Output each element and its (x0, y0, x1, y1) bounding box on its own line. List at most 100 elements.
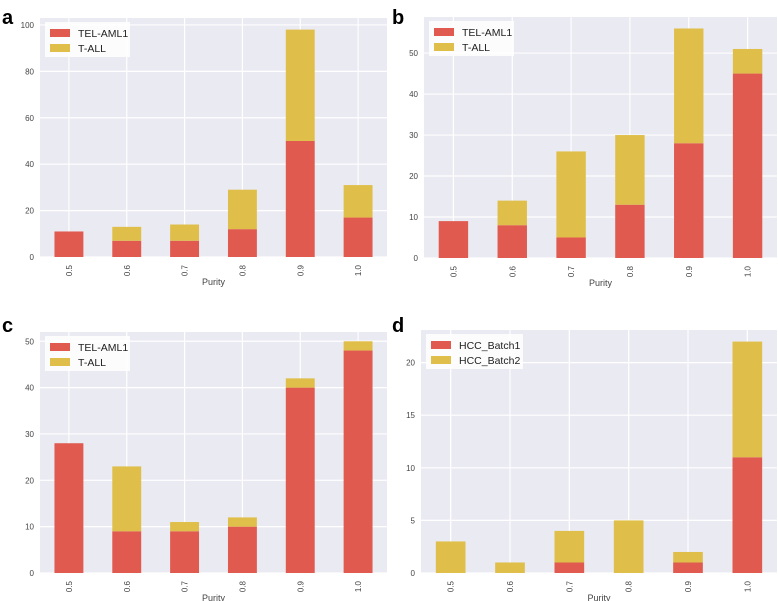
bar-TEL-AML1-1.0 (732, 73, 763, 259)
bar-TEL-AML1-0.7 (170, 531, 200, 573)
y-tick-label: 20 (25, 207, 34, 216)
x-tick-label: 0.5 (65, 580, 74, 592)
bar-TEL-AML1-0.5 (54, 443, 84, 573)
x-tick-label: 0.7 (565, 580, 574, 592)
bar-TEL-AML1-0.7 (170, 240, 200, 257)
y-tick-label: 80 (25, 67, 34, 76)
bar-T-ALL-0.7 (556, 151, 586, 238)
bar-T-ALL-0.9 (285, 29, 315, 141)
y-tick-label: 10 (25, 523, 34, 532)
y-tick-label: 40 (409, 90, 418, 99)
y-tick-label: 10 (406, 464, 415, 473)
panel-a: 0 20 40 60 80 100 0.5 0.6 0.7 0.8 0.9 1.0 Purity a TEL… (2, 7, 387, 287)
x-tick-label: 1.0 (354, 264, 363, 276)
bar-T-ALL-1.0 (732, 48, 763, 74)
y-tick-label: 20 (406, 359, 415, 368)
y-tick-label: 0 (411, 569, 416, 578)
x-axis-label: Purity (202, 593, 226, 601)
x-tick-label: 1.0 (744, 265, 753, 277)
x-tick-label: 0.8 (238, 580, 247, 592)
bar-TEL-AML1-0.5 (438, 221, 469, 258)
y-tick-label: 60 (25, 114, 34, 123)
bar-T-ALL-0.6 (112, 226, 142, 241)
y-tick-label: 50 (409, 49, 418, 58)
bar-TEL-AML1-0.9 (285, 387, 315, 573)
legend-label: TEL-AML1 (462, 27, 512, 39)
y-tick-label: 15 (406, 411, 415, 420)
x-tick-label: 0.6 (508, 265, 517, 277)
legend-swatch (50, 29, 70, 37)
panel-letter: d (392, 315, 404, 337)
bar-TEL-AML1-0.5 (54, 231, 84, 257)
legend-label: T-ALL (462, 42, 490, 54)
bar-TEL-AML1-0.7 (556, 237, 586, 258)
panel-d: 0 5 10 15 20 0.5 0.6 0.7 0.8 0.9 1.0 Purity d HCC_Bat… (392, 315, 777, 601)
x-tick-label: 1.0 (354, 580, 363, 592)
y-tick-label: 0 (30, 253, 35, 262)
bar-HCC_Batch2-0.9 (673, 551, 703, 563)
y-tick-label: 0 (414, 254, 419, 263)
y-tick-label: 100 (21, 21, 35, 30)
plot-area (424, 17, 777, 258)
legend-label: HCC_Batch1 (459, 340, 520, 352)
bar-HCC_Batch1-0.9 (673, 562, 703, 573)
legend-swatch (50, 44, 70, 52)
panel-b: 0 10 20 30 40 50 0.5 0.6 0.7 0.8 0.9 1.0 Purity b TEL-… (392, 7, 777, 288)
x-tick-label: 1.0 (743, 580, 752, 592)
x-tick-label: 0.7 (181, 580, 190, 592)
y-tick-label: 0 (30, 569, 35, 578)
plot-area (421, 330, 777, 573)
panel-letter: c (2, 315, 13, 337)
bar-TEL-AML1-1.0 (343, 217, 373, 257)
x-tick-label: 0.8 (625, 580, 634, 592)
x-tick-label: 0.6 (506, 580, 515, 592)
legend: TEL-AML1 T-ALL (429, 21, 514, 56)
legend-swatch (431, 356, 451, 364)
y-tick-label: 20 (409, 172, 418, 181)
legend: TEL-AML1 T-ALL (45, 22, 130, 57)
x-tick-label: 0.9 (296, 580, 305, 592)
x-axis-label: Purity (587, 593, 611, 601)
bar-T-ALL-0.6 (497, 200, 527, 226)
x-tick-label: 0.6 (123, 580, 132, 592)
legend-swatch (50, 358, 70, 366)
legend-label: HCC_Batch2 (459, 355, 520, 367)
x-axis-label: Purity (202, 277, 226, 287)
y-tick-label: 50 (25, 337, 34, 346)
y-tick-label: 30 (25, 430, 34, 439)
bar-HCC_Batch2-0.7 (554, 530, 585, 563)
bar-T-ALL-0.9 (285, 378, 315, 388)
legend-label: T-ALL (78, 43, 106, 55)
bar-TEL-AML1-0.6 (497, 225, 527, 258)
bar-HCC_Batch2-0.8 (613, 520, 644, 573)
bar-T-ALL-1.0 (343, 341, 373, 351)
panel-c: 0 10 20 30 40 50 0.5 0.6 0.7 0.8 0.9 1.0 Purity c TEL-… (2, 315, 387, 601)
legend-swatch (431, 341, 451, 349)
x-tick-label: 0.8 (238, 264, 247, 276)
x-tick-label: 0.7 (567, 265, 576, 277)
bar-TEL-AML1-0.9 (674, 143, 704, 258)
x-axis-label: Purity (589, 278, 613, 288)
panel-letter: b (392, 7, 404, 29)
x-tick-label: 0.5 (449, 265, 458, 277)
legend: HCC_Batch1 HCC_Batch2 (426, 334, 523, 369)
plot-area (40, 332, 387, 573)
y-tick-label: 10 (409, 213, 418, 222)
bar-HCC_Batch2-1.0 (732, 341, 763, 458)
bar-T-ALL-0.7 (170, 522, 200, 532)
x-tick-label: 0.8 (626, 265, 635, 277)
x-tick-label: 0.5 (65, 264, 74, 276)
x-tick-label: 0.9 (685, 265, 694, 277)
legend-swatch (434, 43, 454, 51)
bar-TEL-AML1-0.6 (112, 240, 142, 257)
legend-swatch (50, 343, 70, 351)
bar-TEL-AML1-1.0 (343, 350, 373, 573)
bar-TEL-AML1-0.8 (227, 229, 257, 257)
x-tick-label: 0.9 (296, 264, 305, 276)
bar-HCC_Batch1-0.7 (554, 562, 585, 573)
bar-TEL-AML1-0.9 (285, 140, 315, 257)
bar-TEL-AML1-0.8 (615, 204, 645, 258)
bar-TEL-AML1-0.6 (112, 531, 142, 573)
legend: TEL-AML1 T-ALL (45, 336, 130, 371)
